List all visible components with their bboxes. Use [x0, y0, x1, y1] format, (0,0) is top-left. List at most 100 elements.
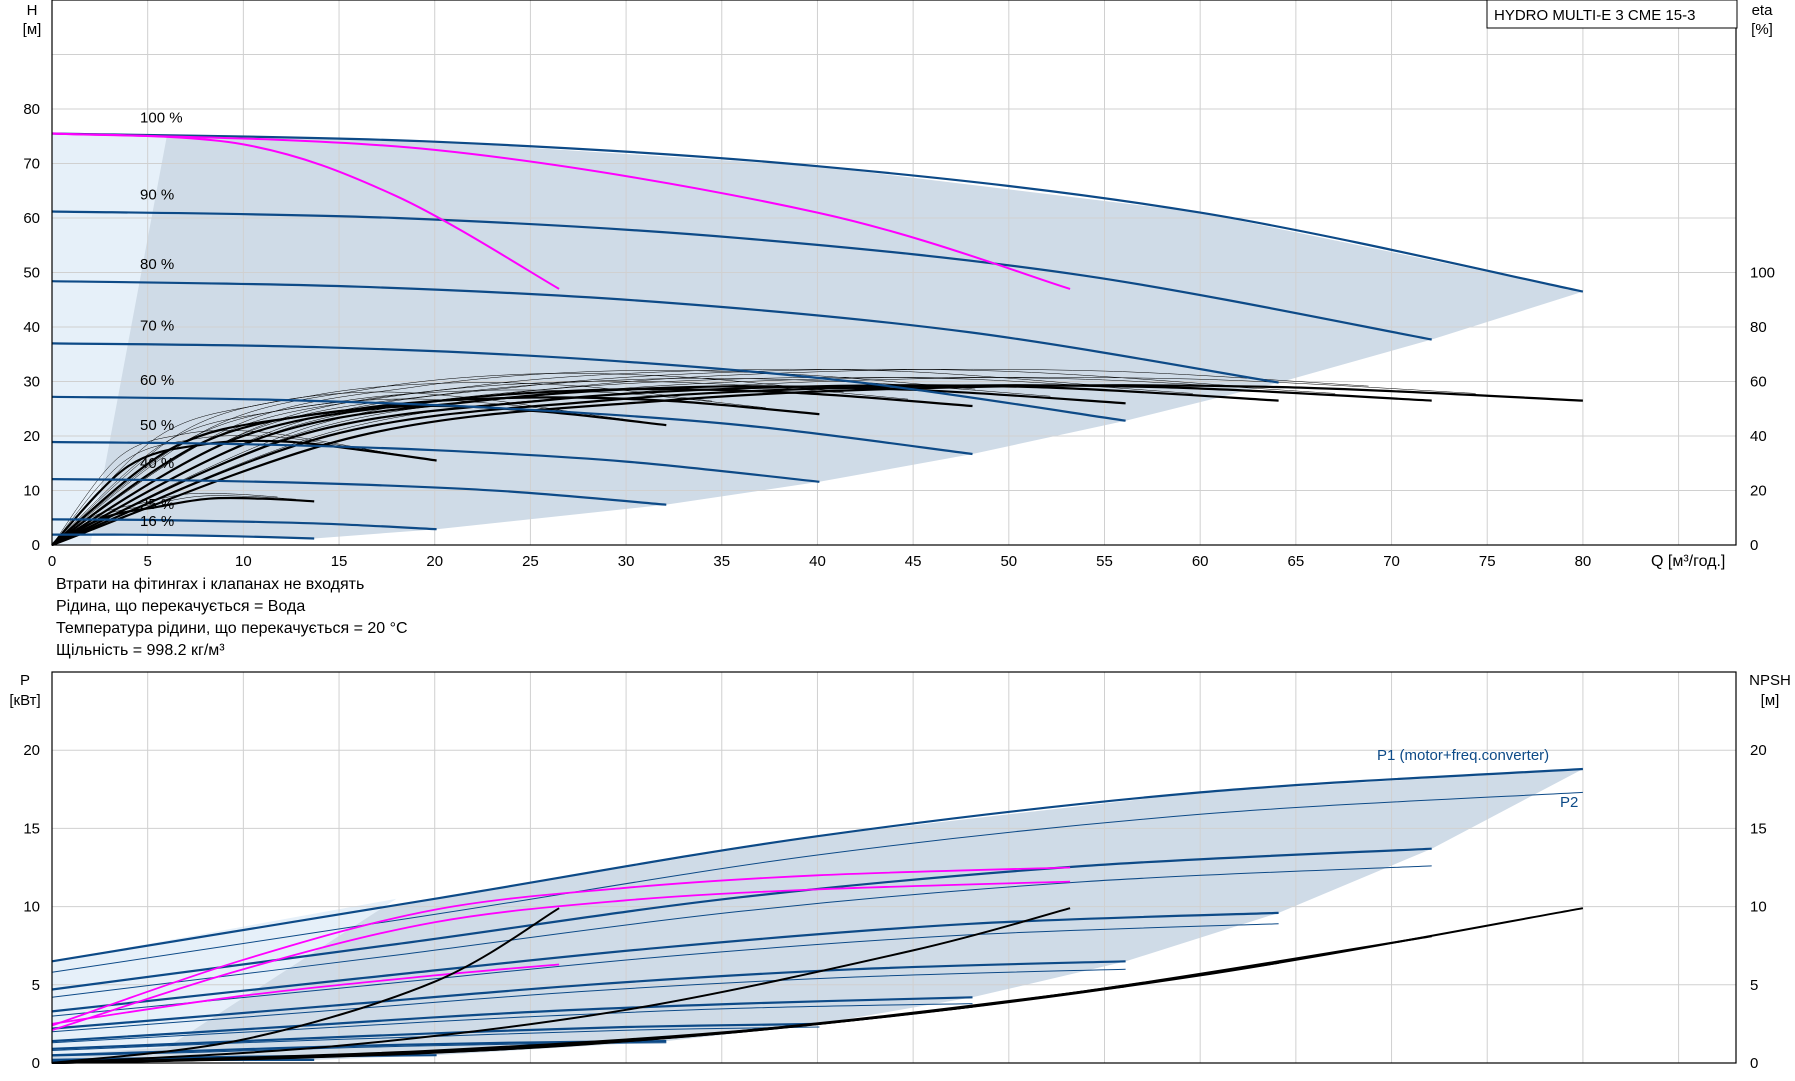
conditions-notes: Втрати на фітингах і клапанах не входять…: [56, 574, 408, 662]
q-tick-label: 55: [1096, 553, 1113, 570]
eta-axis-unit: [%]: [1751, 21, 1773, 38]
p-axis-unit: [кВт]: [9, 692, 40, 709]
head-curve: [51, 518, 437, 531]
system-curve: [51, 132, 1071, 290]
head-curve: [51, 440, 820, 483]
q-tick-label: 45: [905, 553, 922, 570]
h-tick-label: 20: [23, 428, 40, 445]
p-tick-label: 0: [32, 1055, 40, 1072]
npsh-tick-label: 15: [1750, 820, 1767, 837]
system-power-curve: [51, 866, 1071, 1027]
q-tick-label: 30: [618, 553, 635, 570]
q-tick-label: 35: [713, 553, 730, 570]
p1-curve: [51, 767, 1583, 963]
npsh-tick-label: 10: [1750, 899, 1767, 916]
h-tick-label: 0: [32, 537, 40, 554]
eta-aux-curve: [51, 492, 278, 546]
eta-curve: [51, 404, 667, 546]
eta-aux-curve: [51, 495, 296, 546]
q-tick-label: 50: [1000, 553, 1017, 570]
eta-curve: [51, 384, 1583, 547]
h-tick-label: 80: [23, 101, 40, 118]
npsh-axis-title: NPSH: [1749, 672, 1791, 689]
h-tick-label: 70: [23, 156, 40, 173]
p-tick-label: 20: [23, 742, 40, 759]
q-tick-label: 75: [1479, 553, 1496, 570]
eta-aux-curve: [51, 380, 909, 546]
q-tick-label: 65: [1288, 553, 1305, 570]
h-axis-unit: [м]: [23, 21, 42, 38]
p-tick-label: 10: [23, 899, 40, 916]
p1-curve: [51, 960, 1126, 1030]
speed-label: 80 %: [140, 256, 174, 273]
q-tick-label: 15: [331, 553, 348, 570]
system-power-curve: [51, 963, 560, 1025]
npsh-curve: [51, 907, 560, 1064]
eta-aux-curve: [51, 377, 1336, 546]
p2-legend-label: P2: [1560, 794, 1578, 811]
eta-curve: [51, 396, 820, 546]
q-axis-title: Q [м³/год.]: [1651, 553, 1725, 570]
p-axis-title: P: [20, 672, 30, 689]
head-chart-frame: [51, 0, 1737, 546]
eta-axis-title: eta: [1752, 2, 1774, 19]
note-temperature: Температура рідини, що перекачується = 2…: [56, 620, 408, 637]
eta-aux-curve: [51, 391, 581, 546]
eta-tick-label: 0: [1750, 537, 1758, 554]
eta-aux-curve: [51, 377, 1476, 546]
speed-label: 60 %: [140, 372, 174, 389]
q-tick-label: 0: [48, 553, 56, 570]
p2-curve: [51, 1003, 973, 1044]
head-curve: [51, 478, 667, 506]
q-tick-label: 70: [1383, 553, 1400, 570]
eta-aux-curve: [51, 382, 712, 546]
speed-label: 90 %: [140, 186, 174, 203]
q-tick-label: 20: [426, 553, 443, 570]
npsh-axis-unit: [м]: [1761, 692, 1780, 709]
head-curve: [52, 533, 315, 540]
p2-curve: [51, 923, 1279, 1017]
p1-curve: [51, 911, 1279, 1013]
q-tick-label: 40: [809, 553, 826, 570]
h-tick-label: 10: [23, 483, 40, 500]
npsh-curve: [51, 907, 1071, 1064]
head-curve: [51, 210, 1432, 341]
h-tick-label: 40: [23, 319, 40, 336]
q-tick-label: 25: [522, 553, 539, 570]
system-power-curve: [51, 880, 1071, 1032]
p-tick-label: 5: [32, 977, 40, 994]
power-chart-frame: [51, 671, 1737, 1064]
eta-aux-curve: [51, 389, 766, 546]
p2-curve: [51, 968, 1126, 1033]
product-label-box: [1486, 0, 1738, 29]
q-tick-label: 10: [235, 553, 252, 570]
p1-legend-label: P1 (motor+freq.converter): [1377, 747, 1549, 764]
p2-curve: [51, 791, 1583, 973]
npsh-curve: [51, 1005, 973, 1064]
q-tick-label: 80: [1575, 553, 1592, 570]
speed-label: 100 %: [140, 110, 183, 127]
h-axis-title: H: [27, 2, 38, 19]
q-tick-label: 5: [144, 553, 152, 570]
power-low-flow-area: [52, 898, 397, 1056]
eta-curve: [51, 384, 1279, 547]
speed-label: 25 %: [140, 496, 174, 513]
eta-tick-label: 80: [1750, 319, 1767, 336]
head-chart: 100 % 90 % 80 % 70 % 60 % 50 % 40 % 25 %16 % 0 5…: [23, 0, 1775, 570]
eta-tick-label: 60: [1750, 374, 1767, 391]
npsh-tick-label: 0: [1750, 1055, 1758, 1072]
speed-label: 70 %: [140, 317, 174, 334]
eta-tick-label: 100: [1750, 265, 1775, 282]
speed-label: 40 %: [140, 455, 174, 472]
h-tick-label: 30: [23, 374, 40, 391]
note-density: Щільність = 998.2 кг/м³: [56, 642, 225, 659]
speed-label: 50 %: [140, 417, 174, 434]
p-tick-label: 15: [23, 820, 40, 837]
h-tick-label: 60: [23, 210, 40, 227]
note-liquid: Рідина, що перекачується = Вода: [56, 598, 306, 615]
product-label: HYDRO MULTI-E 3 CME 15-3: [1494, 7, 1695, 24]
h-tick-label: 50: [23, 265, 40, 282]
p2-curve: [51, 865, 1432, 998]
eta-curve: [51, 387, 973, 546]
